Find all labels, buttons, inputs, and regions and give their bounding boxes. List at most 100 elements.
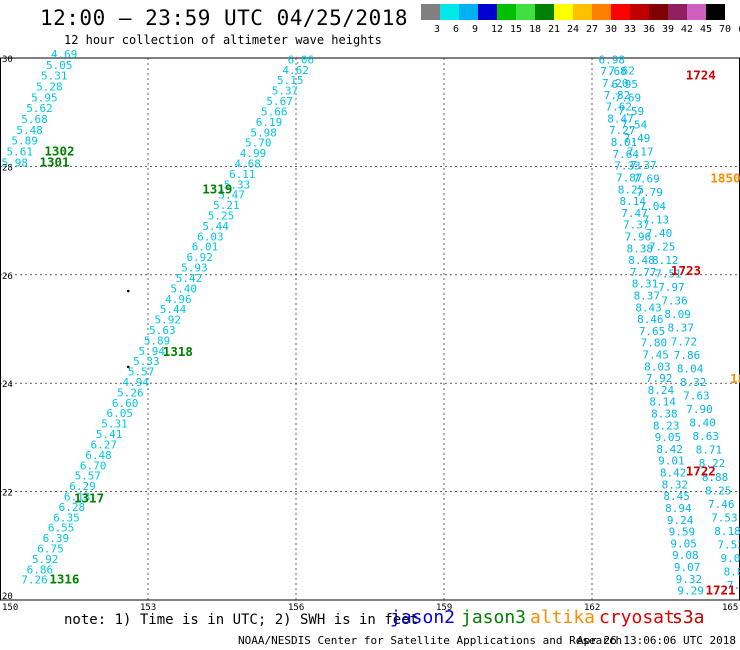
swh-value: 5.70 <box>245 137 272 150</box>
swh-value: 8.22 <box>699 457 726 470</box>
legend-swatch <box>440 4 459 20</box>
swh-value: 7.64 <box>613 148 640 161</box>
swh-value: 6.92 <box>186 251 213 264</box>
legend-swatch <box>630 4 649 20</box>
swh-value: 8.48 <box>628 254 655 267</box>
swh-value: 7.20 <box>602 77 629 90</box>
swh-value: 7.04 <box>640 200 667 213</box>
swh-value: 8.38 <box>651 408 678 421</box>
swh-value: 7.21 <box>727 579 740 592</box>
swh-value: 8.38 <box>627 242 654 255</box>
swh-value: 7.68 <box>600 65 627 78</box>
swh-value: 5.41 <box>96 428 123 441</box>
swh-value: 8.37 <box>634 289 661 302</box>
swh-value: 9.24 <box>667 514 694 527</box>
legend-swatch <box>649 4 668 20</box>
swh-value: 8.63 <box>692 430 719 443</box>
swh-value: 8.80 <box>724 566 740 579</box>
swh-value: 7.17 <box>627 146 654 159</box>
island-dot <box>126 289 130 293</box>
legend-label: 39 <box>662 24 675 35</box>
x-tick-label: 162 <box>584 603 600 610</box>
generated-timestamp: Apr 26 13:06:06 UTC 2018 <box>577 634 736 647</box>
swh-value: 8.32 <box>662 478 689 491</box>
footer-note: note: 1) Time is in UTC; 2) SWH is in fe… <box>64 612 419 628</box>
swh-value: 9.59 <box>669 526 696 539</box>
legend-swatch <box>516 4 535 20</box>
swh-value: 5.66 <box>261 105 288 118</box>
swh-value: 9.07 <box>674 561 701 574</box>
swh-value: 6.70 <box>80 459 107 472</box>
swh-value: 5.33 <box>133 355 160 368</box>
swh-value: 7.77 <box>630 266 657 279</box>
swh-value: 5.31 <box>101 418 128 431</box>
swh-value: 5.33 <box>224 178 251 191</box>
swh-value: 7.62 <box>608 64 635 77</box>
pass-number-label: 1301 <box>39 154 69 169</box>
swh-value: 7.87 <box>616 171 643 184</box>
swh-value: 7.33 <box>614 160 641 173</box>
swh-value: 6.60 <box>112 397 139 410</box>
satellite-cryosat: cryosat <box>599 607 675 628</box>
chart-subtitle: 12 hour collection of altimeter wave hei… <box>64 33 382 47</box>
legend-label: 18 <box>529 24 542 35</box>
swh-value: 6.29 <box>69 480 96 493</box>
legend-swatch <box>535 4 554 20</box>
pass-number-label: 1316 <box>49 572 79 587</box>
swh-value: 7.37 <box>630 159 657 172</box>
satellite-jason3: jason3 <box>461 607 527 628</box>
swh-value: 5.40 <box>170 282 197 295</box>
swh-value: 9.05 <box>655 431 682 444</box>
swh-value: 8.43 <box>635 301 662 314</box>
chart-title: 12:00 — 23:59 UTC 04/25/2018 <box>40 6 409 30</box>
swh-value: 7.86 <box>674 349 701 362</box>
swh-value: 7.49 <box>624 132 651 145</box>
swh-value: 5.44 <box>202 220 229 233</box>
swh-value: 6.95 <box>611 78 638 91</box>
swh-value: 8.18 <box>714 525 740 538</box>
satellite-s3a: s3a <box>672 607 705 628</box>
swh-value: 9.32 <box>676 573 703 586</box>
swh-value: 8.46 <box>637 313 664 326</box>
legend-swatch <box>592 4 611 20</box>
legend-label: 21 <box>548 24 561 35</box>
swh-value: 8.31 <box>632 278 659 291</box>
swh-value: 7.96 <box>625 230 652 243</box>
swh-value: 6.19 <box>256 116 283 129</box>
swh-value: 6.39 <box>43 532 70 545</box>
swh-value: 8.14 <box>649 396 676 409</box>
swh-value: 5.92 <box>154 314 181 327</box>
legend-label: 30 <box>605 24 618 35</box>
swh-value: 6.86 <box>27 563 54 576</box>
pass-number-label: 1850 <box>710 171 740 186</box>
swh-value: 8.14 <box>620 195 647 208</box>
swh-value: 6.27 <box>91 438 118 451</box>
island-dot <box>126 365 130 369</box>
swh-value: 5.68 <box>21 113 48 126</box>
x-tick-label: 156 <box>288 603 304 610</box>
swh-value: 7.53 <box>717 539 740 552</box>
swh-value: 7.69 <box>615 91 642 104</box>
legend-label: 3 <box>434 24 441 35</box>
pass-number-label: 1317 <box>74 490 104 505</box>
swh-value: 5.98 <box>2 156 29 169</box>
swh-value: 8.25 <box>705 484 732 497</box>
swh-value: 7.53 <box>711 511 738 524</box>
swh-value: 4.99 <box>240 147 267 160</box>
swh-value: 7.27 <box>609 124 636 137</box>
y-tick-label: 22 <box>2 489 13 499</box>
swh-value: 8.04 <box>677 362 704 375</box>
legend-label: 24 <box>567 24 580 35</box>
swh-value: 5.31 <box>41 70 68 83</box>
swh-value: 5.15 <box>277 74 304 87</box>
swh-value: 5.26 <box>117 386 144 399</box>
x-tick-label: 153 <box>140 603 156 610</box>
swh-value: 7.13 <box>643 213 670 226</box>
legend-swatch <box>459 4 478 20</box>
swh-value: 8.40 <box>689 417 716 430</box>
swh-value: 5.63 <box>149 324 176 337</box>
legend-label: 42 <box>681 24 694 35</box>
swh-value: 5.92 <box>32 553 59 566</box>
pass-number-label: 1722 <box>686 463 716 478</box>
pass-number-label: 1721 <box>705 583 735 598</box>
